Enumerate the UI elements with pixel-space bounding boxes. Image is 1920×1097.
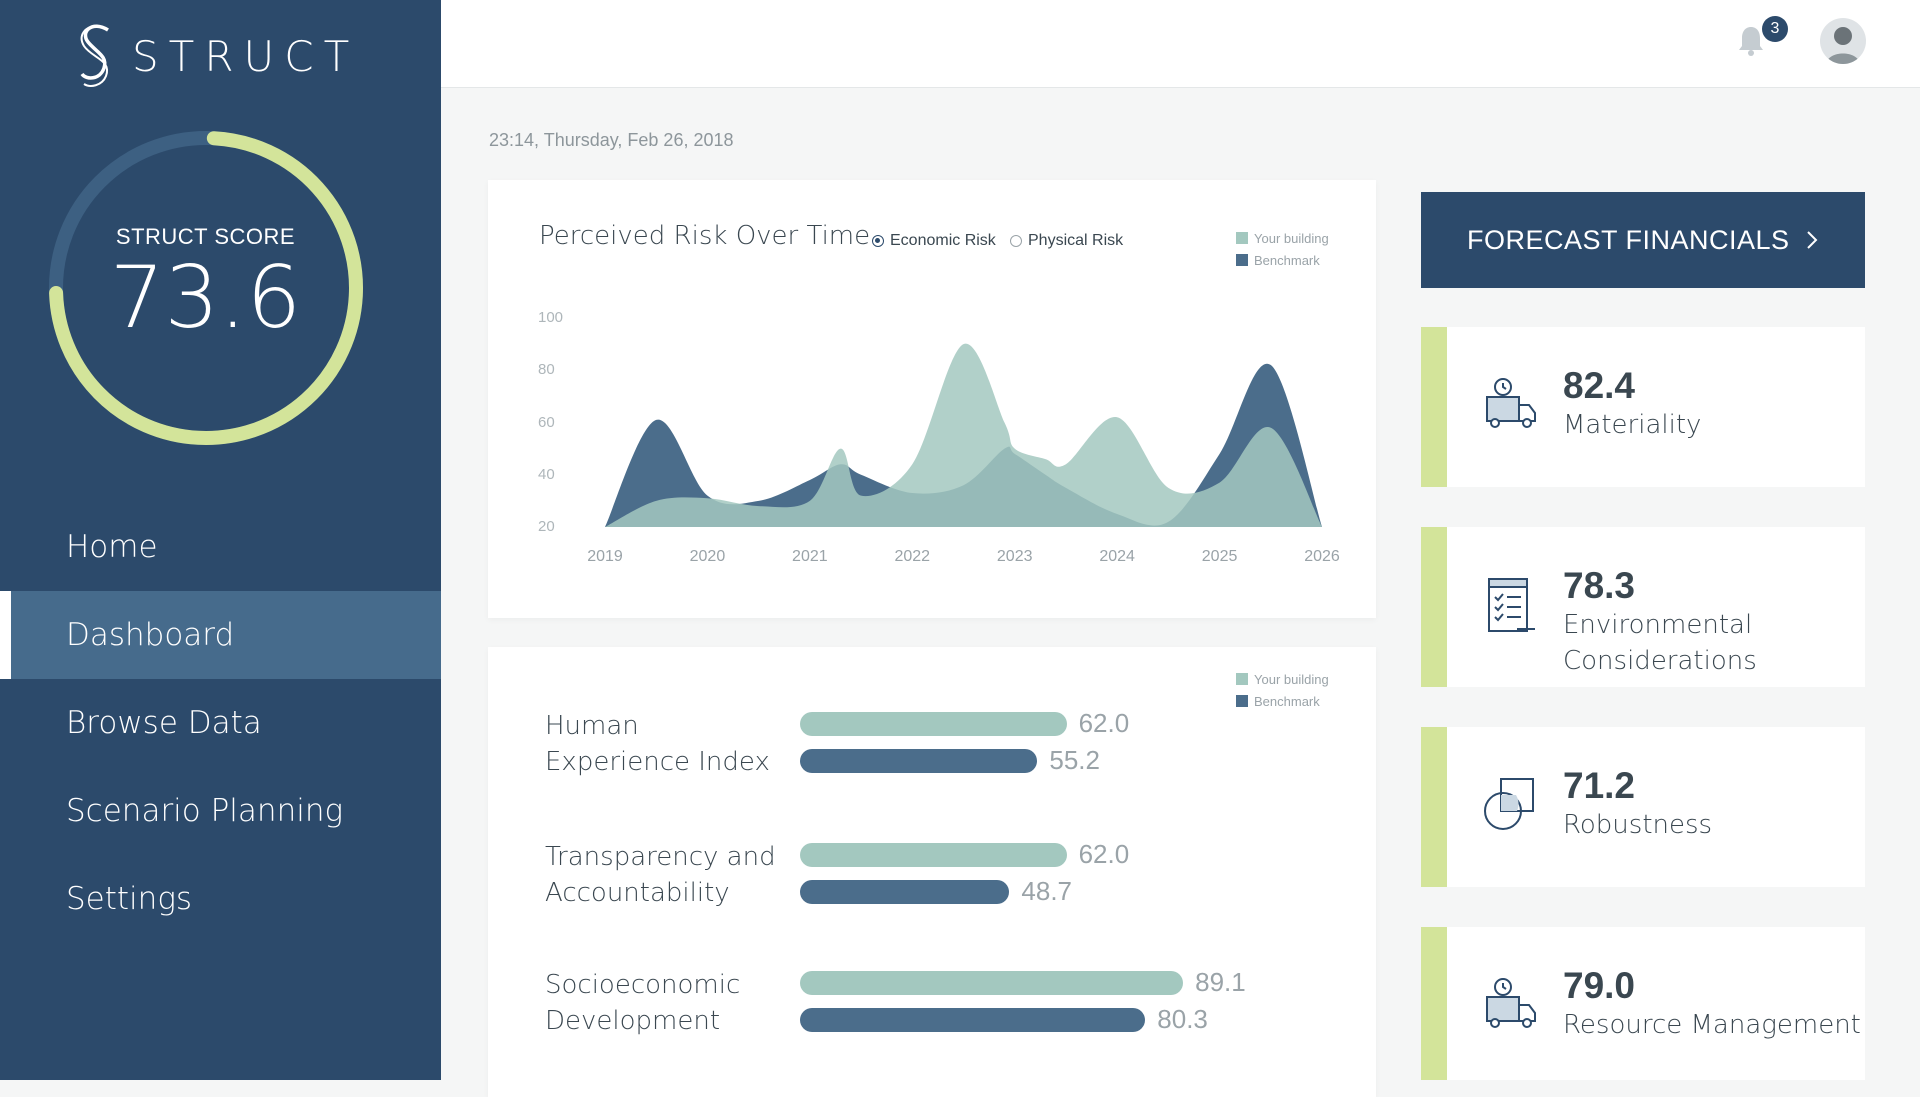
metric-label: Resource Management bbox=[1563, 1010, 1861, 1040]
y-tick-label: 80 bbox=[538, 361, 555, 379]
main-nav: Home Dashboard Browse Data Scenario Plan… bbox=[0, 503, 441, 943]
bar-category-label: Development bbox=[545, 1006, 721, 1036]
bar-your-building bbox=[800, 971, 1184, 995]
metric-value: 71.2 bbox=[1563, 765, 1636, 806]
metric-value: 82.4 bbox=[1563, 365, 1636, 406]
y-tick-label: 20 bbox=[538, 518, 555, 535]
risk-chart-title: Perceived Risk Over Time bbox=[539, 221, 871, 251]
nav-item-browse-data[interactable]: Browse Data bbox=[66, 705, 262, 741]
checklist-icon bbox=[1488, 578, 1535, 632]
risk-chart-card bbox=[488, 180, 1376, 618]
x-tick-label: 2025 bbox=[1201, 548, 1238, 565]
delivery-truck-icon bbox=[1486, 378, 1536, 428]
nav-item-settings[interactable]: Settings bbox=[66, 881, 193, 917]
metric-accent bbox=[1421, 927, 1447, 1080]
legend-your-building: Your building bbox=[1254, 671, 1329, 687]
bar-category-label: Human bbox=[545, 711, 639, 741]
legend-swatch-your-building bbox=[1236, 673, 1248, 685]
nav-item-scenario-planning[interactable]: Scenario Planning bbox=[66, 793, 344, 829]
legend-benchmark: Benchmark bbox=[1254, 252, 1320, 268]
chevron-right-icon bbox=[1807, 231, 1818, 249]
bar-category-label: Socioeconomic bbox=[545, 970, 741, 1000]
sidebar: STRUCT STRUCT SCORE 73.6 Home Dashboard … bbox=[0, 0, 441, 1080]
x-tick-label: 2021 bbox=[792, 548, 828, 565]
metric-card-robustness[interactable]: 71.2 Robustness bbox=[1421, 727, 1865, 887]
legend-benchmark: Benchmark bbox=[1254, 693, 1320, 709]
user-avatar-icon bbox=[1826, 27, 1860, 64]
nav-item-dashboard[interactable]: Dashboard bbox=[0, 591, 441, 679]
x-tick-label: 2022 bbox=[894, 548, 931, 565]
bar-category-label: Experience Index bbox=[545, 747, 770, 777]
metric-label: Materiality bbox=[1563, 410, 1702, 440]
metric-card-environmental[interactable]: 78.3 Environmental Considerations bbox=[1421, 527, 1865, 687]
metric-label: Robustness bbox=[1563, 810, 1713, 840]
datetime: 23:14, Thursday, Feb 26, 2018 bbox=[489, 130, 734, 150]
nav-item-home[interactable]: Home bbox=[66, 529, 158, 565]
metric-value: 78.3 bbox=[1563, 565, 1636, 606]
bar-category-label: Accountability bbox=[545, 878, 730, 908]
metric-value: 79.0 bbox=[1563, 965, 1636, 1006]
brand-name: STRUCT bbox=[132, 31, 360, 81]
legend-swatch-your-building bbox=[1236, 232, 1248, 244]
y-tick-label: 40 bbox=[538, 465, 555, 483]
struct-logo-icon bbox=[80, 24, 109, 87]
bell-icon[interactable] bbox=[1736, 24, 1766, 58]
bar-category-label: Transparency and bbox=[545, 842, 776, 872]
bar-your-building bbox=[800, 843, 1067, 867]
metric-card-resource-management[interactable]: 79.0 Resource Management bbox=[1421, 927, 1865, 1080]
x-tick-label: 2019 bbox=[587, 548, 623, 565]
legend-swatch-benchmark bbox=[1236, 695, 1248, 707]
y-tick-label: 60 bbox=[538, 413, 555, 431]
overlap-shapes-icon bbox=[1484, 778, 1534, 830]
legend-swatch-benchmark bbox=[1236, 254, 1248, 266]
x-tick-label: 2023 bbox=[996, 548, 1033, 565]
metric-label: Environmental bbox=[1563, 610, 1753, 640]
physical-risk-radio[interactable]: Physical Risk bbox=[1010, 232, 1123, 250]
risk-chart-legend: Your building Benchmark bbox=[1236, 227, 1329, 271]
radio-unselected-icon bbox=[1010, 235, 1022, 247]
forecast-financials-button[interactable]: FORECAST FINANCIALS bbox=[1421, 192, 1865, 288]
physical-risk-label: Physical Risk bbox=[1028, 232, 1124, 249]
metric-label: Considerations bbox=[1563, 646, 1757, 676]
delivery-truck-icon bbox=[1486, 978, 1536, 1028]
metric-accent bbox=[1421, 727, 1447, 887]
bar-value-label: 48.7 bbox=[1021, 876, 1073, 906]
metric-accent bbox=[1421, 327, 1447, 487]
bar-your-building bbox=[800, 712, 1067, 736]
x-tick-label: 2024 bbox=[1099, 548, 1135, 565]
metric-card-materiality[interactable]: 82.4 Materiality bbox=[1421, 327, 1865, 487]
bar-value-label: 80.3 bbox=[1157, 1004, 1208, 1034]
bar-value-label: 89.1 bbox=[1195, 967, 1246, 997]
bar-value-label: 62.0 bbox=[1078, 839, 1130, 869]
bar-value-label: 55.2 bbox=[1049, 745, 1100, 775]
forecast-financials-label: FORECAST FINANCIALS bbox=[1467, 224, 1790, 255]
bar-benchmark bbox=[800, 749, 1038, 773]
bar-benchmark bbox=[800, 880, 1010, 904]
legend-your-building: Your building bbox=[1254, 230, 1329, 246]
area-series-your-building bbox=[605, 343, 1322, 527]
economic-risk-radio[interactable]: Economic Risk bbox=[872, 232, 996, 250]
avatar[interactable] bbox=[1820, 18, 1866, 64]
notification-badge[interactable]: 3 bbox=[1762, 16, 1788, 42]
score-label: STRUCT SCORE bbox=[115, 224, 296, 249]
x-tick-label: 2020 bbox=[689, 548, 726, 565]
radio-selected-icon bbox=[872, 235, 884, 247]
x-tick-label: 2026 bbox=[1304, 548, 1340, 565]
bar-value-label: 62.0 bbox=[1078, 708, 1130, 738]
economic-risk-label: Economic Risk bbox=[890, 232, 996, 249]
metric-accent bbox=[1421, 527, 1447, 687]
y-tick-label: 100 bbox=[538, 309, 564, 326]
bar-benchmark bbox=[800, 1008, 1146, 1032]
top-bar bbox=[441, 0, 1920, 88]
score-gauge bbox=[48, 130, 363, 445]
score-value: 73.6 bbox=[109, 248, 302, 348]
brand-logo[interactable]: STRUCT bbox=[74, 22, 359, 90]
indices-legend: Your building Benchmark bbox=[1236, 668, 1329, 712]
